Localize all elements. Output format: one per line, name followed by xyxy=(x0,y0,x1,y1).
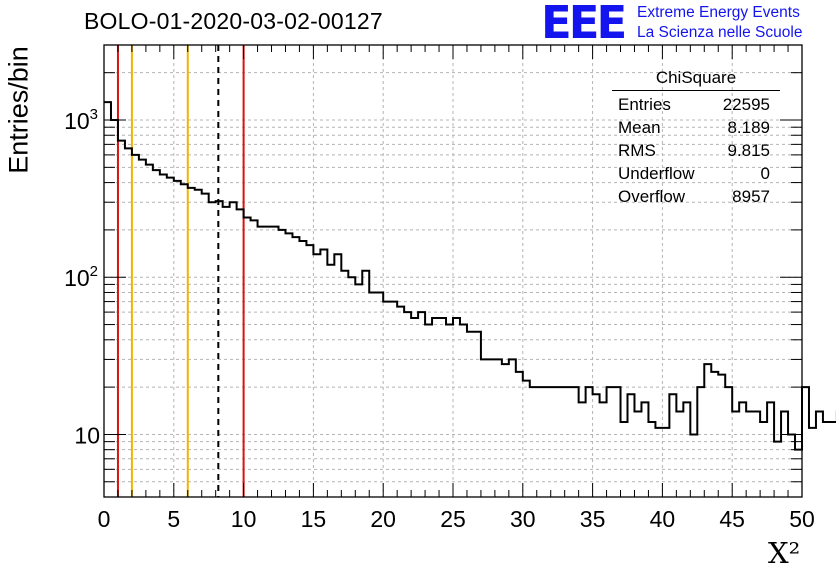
brand-line-2: La Scienza nelle Scuole xyxy=(637,24,803,41)
stats-value: 22595 xyxy=(722,95,770,114)
x-tick-label: 5 xyxy=(167,506,180,532)
x-tick-label: 20 xyxy=(370,506,396,532)
stats-label: Mean xyxy=(618,118,661,137)
stats-title: ChiSquare xyxy=(612,68,780,91)
stats-label: RMS xyxy=(618,141,656,160)
y-tick-label: 10 xyxy=(74,422,100,448)
stats-value: 0 xyxy=(760,164,770,183)
x-tick-label: 50 xyxy=(789,506,815,532)
y-tick-label: 103 xyxy=(64,106,98,134)
stats-label: Underflow xyxy=(618,164,695,183)
chart-title: BOLO-01-2020-03-02-00127 xyxy=(84,8,383,34)
stats-value: 8957 xyxy=(732,187,770,206)
x-tick-label: 25 xyxy=(440,506,466,532)
stats-value: 9.815 xyxy=(727,141,770,160)
x-tick-label: 45 xyxy=(719,506,745,532)
stats-label: Entries xyxy=(618,95,671,114)
x-tick-label: 30 xyxy=(510,506,536,532)
stats-label: Overflow xyxy=(618,187,686,206)
stats-row: RMS 9.815 xyxy=(612,139,778,162)
axis-ticks xyxy=(103,44,803,498)
x-tick-label: 0 xyxy=(98,506,111,532)
marker-lines xyxy=(116,45,245,497)
stats-row: Underflow 0 xyxy=(612,162,778,185)
stats-row: Mean 8.189 xyxy=(612,116,778,139)
eee-logo: EEE xyxy=(541,0,627,49)
stats-value: 8.189 xyxy=(727,118,770,137)
brand-line-1: Extreme Energy Events xyxy=(637,4,800,21)
x-tick-labels: 0 5 10 15 20 25 30 35 40 45 50 xyxy=(98,506,815,532)
x-tick-label: 15 xyxy=(301,506,327,532)
stats-row: Overflow 8957 xyxy=(612,185,778,208)
x-tick-label: 10 xyxy=(231,506,257,532)
histogram-line xyxy=(104,101,836,451)
x-tick-label: 35 xyxy=(580,506,606,532)
stats-row: Entries 22595 xyxy=(612,93,778,116)
stats-box: ChiSquare Entries 22595 Mean 8.189 RMS 9… xyxy=(612,68,780,208)
x-tick-label: 40 xyxy=(650,506,676,532)
y-tick-labels: 10 102 103 xyxy=(64,106,100,448)
y-tick-label: 102 xyxy=(64,263,98,291)
x-axis-label: X² xyxy=(768,536,801,570)
